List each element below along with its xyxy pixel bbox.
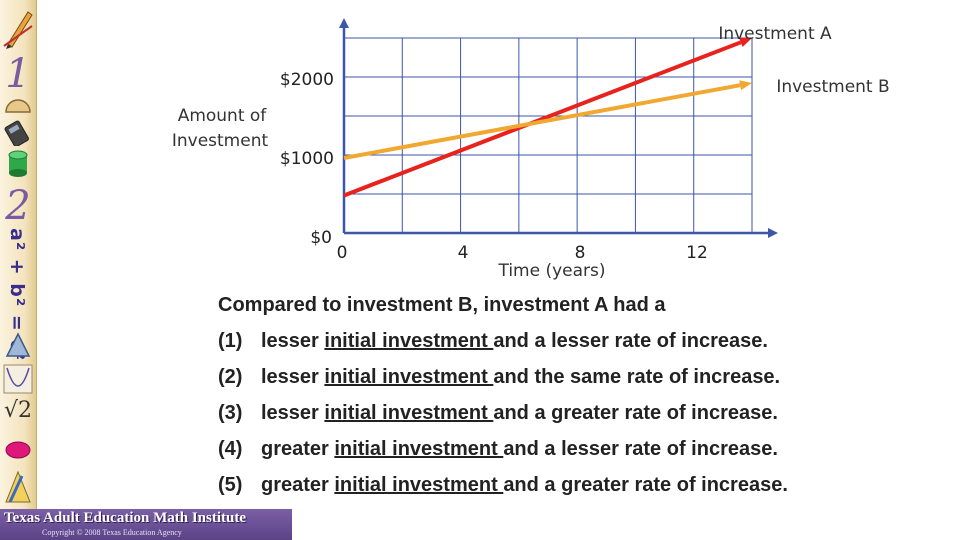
option-underlined-text: initial investment xyxy=(334,438,504,460)
option-text: greater xyxy=(261,438,335,460)
x-axis-label: Time (years) xyxy=(497,261,605,281)
chart-axes xyxy=(339,18,778,238)
option-text: and a lesser rate of increase. xyxy=(493,330,768,352)
square-root-symbol: √2 xyxy=(3,398,32,423)
drafting-tools-icon xyxy=(5,470,31,503)
numeral-one: 1 xyxy=(5,51,31,97)
investment-chart: Amount of Investment Time (years) Invest… xyxy=(172,18,890,281)
footer-banner: Texas Adult Education Math Institute Cop… xyxy=(0,509,292,540)
option-number: (5) xyxy=(218,474,243,496)
pencil-icon xyxy=(3,11,33,49)
protractor-icon xyxy=(5,99,31,113)
ellipse-icon xyxy=(5,441,31,459)
option-number: (3) xyxy=(218,402,243,424)
option-text: lesser xyxy=(261,366,325,388)
option-underlined-text: initial investment xyxy=(324,330,494,352)
footer-copyright: Copyright © 2008 Texas Education Agency xyxy=(42,528,182,537)
series-line-a xyxy=(343,40,742,198)
series-arrow-b xyxy=(739,80,752,91)
option-text: and a greater rate of increase. xyxy=(503,474,788,496)
y-tick-label: $1000 xyxy=(280,149,334,169)
option-number: (2) xyxy=(218,366,243,388)
option-underlined-text: initial investment xyxy=(334,474,504,496)
cylinder-icon xyxy=(8,150,28,177)
x-tick-label: 4 xyxy=(458,243,469,263)
chart-series xyxy=(343,37,752,198)
pythagorean-formula: a² + b² = c² xyxy=(6,228,28,361)
option-underlined-text: initial investment xyxy=(324,366,494,388)
x-tick-label: 12 xyxy=(686,243,708,263)
chart-grid xyxy=(344,37,753,233)
x-tick-label: 8 xyxy=(575,243,586,263)
footer-title: Texas Adult Education Math Institute xyxy=(4,510,246,526)
question-stem: Compared to investment B, investment A h… xyxy=(218,294,666,316)
answer-option: (1) lesser initial investment and a lesse… xyxy=(218,326,948,362)
option-text: and the same rate of increase. xyxy=(493,366,781,388)
calculator-icon xyxy=(4,120,29,146)
numeral-two: 2 xyxy=(5,183,31,229)
triangle-icon xyxy=(5,332,31,357)
option-text: lesser xyxy=(261,402,325,424)
y-tick-label: $2000 xyxy=(280,70,334,90)
answer-option: (3) lesser initial investment and a great… xyxy=(218,398,948,434)
y-axis-label-line1: Amount of xyxy=(178,106,268,126)
option-number: (4) xyxy=(218,438,243,460)
option-underlined-text: initial investment xyxy=(324,402,494,424)
y-axis-arrow xyxy=(339,18,349,28)
option-text: and a lesser rate of increase. xyxy=(503,438,778,460)
option-number: (1) xyxy=(218,330,243,352)
option-text: greater xyxy=(261,474,335,496)
decorative-sidebar: 1 2 a² + b² = c² √2 xyxy=(0,0,37,540)
answer-options: (1) lesser initial investment and a lesse… xyxy=(218,326,948,506)
option-text: lesser xyxy=(261,330,325,352)
y-axis-label-line2: Investment xyxy=(172,131,269,151)
series-label-investment-a: Investment A xyxy=(718,24,832,44)
series-label-investment-b: Investment B xyxy=(776,77,889,97)
series-line-b xyxy=(343,83,741,160)
x-tick-label: 0 xyxy=(337,243,348,263)
answer-option: (4) greater initial investment and a less… xyxy=(218,434,948,470)
chart-labels: Amount of Investment Time (years) Invest… xyxy=(172,24,890,281)
question-block: Compared to investment B, investment A h… xyxy=(218,290,948,506)
parabola-graph-icon xyxy=(3,364,33,394)
option-text: and a greater rate of increase. xyxy=(493,402,778,424)
x-axis-arrow xyxy=(768,228,778,238)
y-tick-label: $0 xyxy=(310,228,332,248)
answer-option: (2) lesser initial investment and the sam… xyxy=(218,362,948,398)
series-arrow-a xyxy=(739,37,752,47)
answer-option: (5) greater initial investment and a grea… xyxy=(218,470,948,506)
